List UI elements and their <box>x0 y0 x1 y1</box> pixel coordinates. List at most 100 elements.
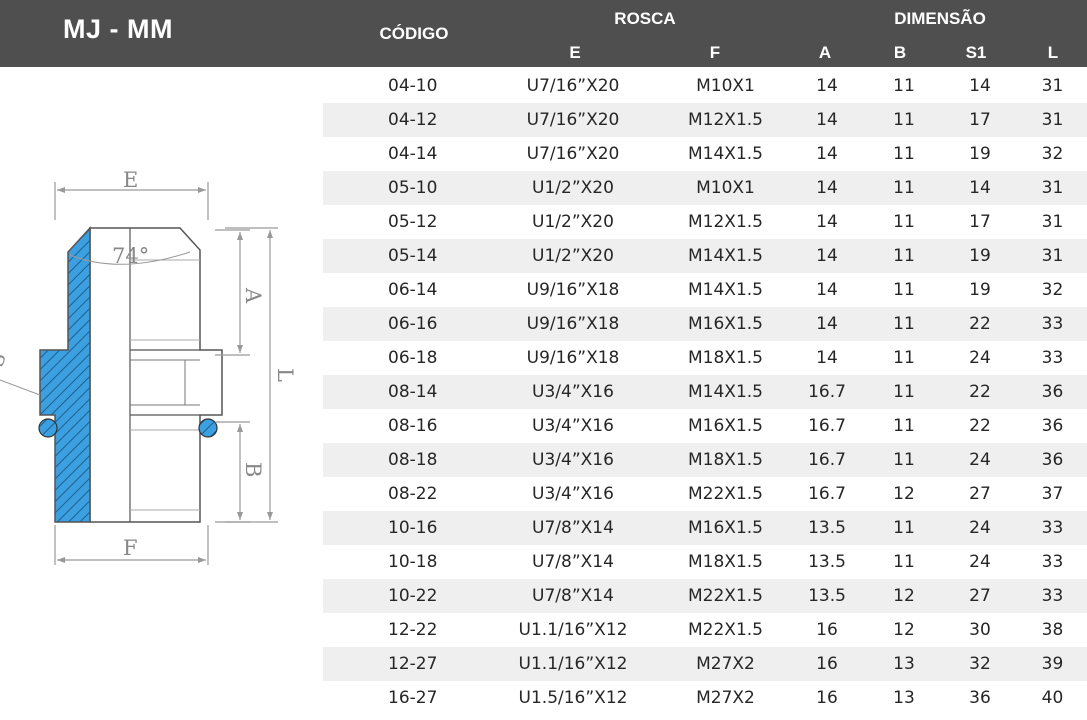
cell-codigo: 05-12 <box>388 212 438 232</box>
cell-e: U7/8”X14 <box>532 552 614 572</box>
cell-a: 14 <box>788 103 866 137</box>
cell-l: 33 <box>1041 552 1064 572</box>
col-group-rosca: ROSCA <box>614 9 676 28</box>
cell-b: 11 <box>893 144 915 164</box>
cell-s1: 22 <box>969 416 991 436</box>
cell-e: U7/8”X14 <box>483 511 663 545</box>
cell-e: U9/16”X18 <box>483 307 663 341</box>
cell-codigo: 16-27 <box>388 688 438 708</box>
cell-a: 16.7 <box>788 375 866 409</box>
table-row: 10-16 U7/8”X14 M16X1.5 13.5 11 24 33 <box>323 511 1087 545</box>
cell-l: 33 <box>1018 579 1087 613</box>
cell-codigo: 06-18 <box>388 348 438 368</box>
cell-f: M10X1 <box>696 76 755 96</box>
table-row: 05-10 U1/2”X20 M10X1 14 11 14 31 <box>323 171 1087 205</box>
cell-l: 33 <box>1018 511 1087 545</box>
page-title: MJ - MM <box>63 14 173 44</box>
cell-s1: 22 <box>942 307 1018 341</box>
cell-f: M12X1.5 <box>688 212 763 232</box>
cell-s1: 17 <box>942 103 1018 137</box>
cell-b: 11 <box>893 416 915 436</box>
table-row: 04-12 U7/16”X20 M12X1.5 14 11 17 31 <box>323 103 1087 137</box>
cell-a: 16 <box>816 620 838 640</box>
table-row: 12-22 U1.1/16”X12 M22X1.5 16 12 30 38 <box>323 613 1087 647</box>
col-header-s1: S1 <box>965 43 987 62</box>
cell-codigo: 04-12 <box>323 103 483 137</box>
cell-s1: 24 <box>969 552 991 572</box>
cell-e: U7/16”X20 <box>526 76 620 96</box>
cell-s1: 19 <box>969 280 991 300</box>
cell-s1: 19 <box>969 144 991 164</box>
cell-f: M12X1.5 <box>663 103 788 137</box>
cell-b: 11 <box>866 171 942 205</box>
table-row: 04-14 U7/16”X20 M14X1.5 14 11 19 32 <box>323 137 1087 171</box>
header-band <box>0 0 1087 67</box>
cell-a: 14 <box>816 76 838 96</box>
dim-label-f: F <box>123 536 138 560</box>
cell-s1: 24 <box>942 443 1018 477</box>
table-row: 05-12 U1/2”X20 M12X1.5 14 11 17 31 <box>323 205 1087 239</box>
cell-b: 11 <box>893 76 915 96</box>
cell-l: 31 <box>1018 103 1087 137</box>
cell-l: 38 <box>1041 620 1064 640</box>
cell-codigo: 08-22 <box>388 484 438 504</box>
cell-l: 31 <box>1041 76 1064 96</box>
cell-f: M18X1.5 <box>688 552 763 572</box>
cell-codigo: 10-22 <box>323 579 483 613</box>
cell-e: U3/4”X16 <box>483 443 663 477</box>
table-row: 10-22 U7/8”X14 M22X1.5 13.5 12 27 33 <box>323 579 1087 613</box>
spec-table: 04-10 U7/16”X20 M10X1 14 11 14 31 04-12 U7/16”X2… <box>323 69 1087 715</box>
dim-label-s1: S1 <box>0 348 10 382</box>
cell-l: 39 <box>1018 647 1087 681</box>
cell-f: M14X1.5 <box>688 280 763 300</box>
cell-b: 11 <box>866 443 942 477</box>
cell-b: 13 <box>893 688 915 708</box>
fitting-drawing: E 74° A B L S1 F <box>0 168 297 565</box>
cell-f: M16X1.5 <box>663 511 788 545</box>
table-row: 04-10 U7/16”X20 M10X1 14 11 14 31 <box>323 69 1087 103</box>
cell-l: 31 <box>1018 171 1087 205</box>
cell-b: 11 <box>866 103 942 137</box>
cell-e: U1.5/16”X12 <box>518 688 628 708</box>
table-row: 16-27 U1.5/16”X12 M27X2 16 13 36 40 <box>323 681 1087 715</box>
cell-l: 32 <box>1041 280 1064 300</box>
cell-b: 12 <box>866 579 942 613</box>
cell-l: 36 <box>1018 375 1087 409</box>
cell-codigo: 10-16 <box>323 511 483 545</box>
cell-a: 13.5 <box>788 511 866 545</box>
table-row: 08-16 U3/4”X16 M16X1.5 16.7 11 22 36 <box>323 409 1087 443</box>
cell-a: 14 <box>788 307 866 341</box>
cell-codigo: 08-16 <box>388 416 438 436</box>
cell-e: U3/4”X16 <box>483 375 663 409</box>
cell-a: 13.5 <box>788 579 866 613</box>
cell-l: 33 <box>1018 307 1087 341</box>
cell-f: M16X1.5 <box>688 416 763 436</box>
cell-e: U1/2”X20 <box>483 239 663 273</box>
dim-label-a: A <box>241 287 265 304</box>
cell-e: U1.1/16”X12 <box>483 647 663 681</box>
cell-e: U3/4”X16 <box>532 484 614 504</box>
col-header-l: L <box>1047 43 1059 62</box>
cell-e: U7/16”X20 <box>483 103 663 137</box>
cell-a: 14 <box>788 171 866 205</box>
cell-b: 11 <box>893 212 915 232</box>
table-row: 06-18 U9/16”X18 M18X1.5 14 11 24 33 <box>323 341 1087 375</box>
cell-a: 16 <box>788 647 866 681</box>
cell-f: M14X1.5 <box>688 144 763 164</box>
cell-a: 14 <box>816 144 838 164</box>
cell-l: 33 <box>1041 348 1064 368</box>
table-row: 06-14 U9/16”X18 M14X1.5 14 11 19 32 <box>323 273 1087 307</box>
cell-f: M22X1.5 <box>688 484 763 504</box>
table-row: 08-22 U3/4”X16 M22X1.5 16.7 12 27 37 <box>323 477 1087 511</box>
cell-s1: 14 <box>969 76 991 96</box>
table-row: 10-18 U7/8”X14 M18X1.5 13.5 11 24 33 <box>323 545 1087 579</box>
cell-e: U1/2”X20 <box>532 212 614 232</box>
cell-codigo: 04-14 <box>388 144 438 164</box>
cell-l: 37 <box>1041 484 1064 504</box>
cell-a: 14 <box>816 280 838 300</box>
cell-f: M10X1 <box>663 171 788 205</box>
cell-b: 11 <box>893 280 915 300</box>
col-header-a: A <box>818 43 832 62</box>
table-row: 08-18 U3/4”X16 M18X1.5 16.7 11 24 36 <box>323 443 1087 477</box>
cell-l: 40 <box>1041 688 1064 708</box>
